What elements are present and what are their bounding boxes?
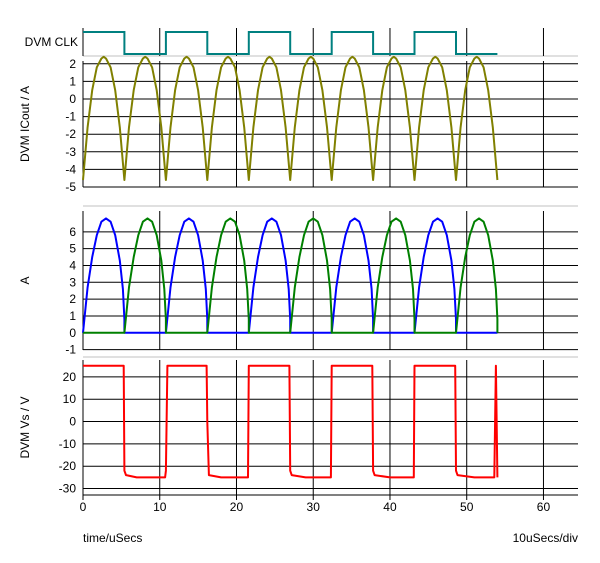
dvm-clk-trace bbox=[83, 31, 498, 55]
y-tick-label: -1 bbox=[65, 110, 76, 124]
y-tick-label: 0 bbox=[69, 326, 76, 340]
dvm-clk-label: DVM CLK bbox=[25, 35, 78, 49]
y-tick-label: -2 bbox=[65, 127, 76, 141]
y-tick-label: -30 bbox=[59, 482, 77, 496]
dvm-vs-panel: 20 10 0 -10 -20 -30 DVM Vs / V 0 10 20 30 40 50 60 bbox=[18, 360, 578, 514]
y-tick-label: 2 bbox=[69, 57, 76, 71]
y-tick-label: 5 bbox=[69, 242, 76, 256]
y-tick-label: -20 bbox=[59, 459, 77, 473]
y-tick-label: 10 bbox=[63, 392, 77, 406]
y-tick-label: -5 bbox=[65, 180, 76, 194]
y-tick-label: -10 bbox=[59, 437, 77, 451]
y-tick-label: 4 bbox=[69, 258, 76, 272]
x-axis-label: time/uSecs bbox=[83, 531, 142, 545]
icout-trace-0 bbox=[82, 55, 499, 181]
y-tick-label: 0 bbox=[69, 92, 76, 106]
y-tick-label: 2 bbox=[69, 292, 76, 306]
y-tick-label: -3 bbox=[65, 145, 76, 159]
x-tick-label: 20 bbox=[230, 500, 244, 514]
x-tick-label: 0 bbox=[80, 500, 87, 514]
y-tick-label: 1 bbox=[69, 309, 76, 323]
vs-trace-0 bbox=[83, 364, 499, 479]
y-tick-label: -4 bbox=[65, 162, 76, 176]
current-a-panel: 6 5 4 3 2 1 0 -1 A bbox=[18, 211, 578, 358]
x-tick-label: 10 bbox=[153, 500, 167, 514]
y-tick-label: 20 bbox=[63, 370, 77, 384]
x-tick-label: 40 bbox=[383, 500, 397, 514]
dvm-icout-panel: 2 1 0 -1 -2 -3 -4 -5 DVM ICout / A bbox=[18, 55, 578, 207]
y-tick-label: 1 bbox=[69, 74, 76, 88]
y-axis-label: DVM ICout / A bbox=[18, 86, 32, 162]
current-trace-1 bbox=[83, 217, 499, 334]
y-tick-label: 3 bbox=[69, 275, 76, 289]
x-tick-label: 60 bbox=[537, 500, 551, 514]
y-axis-label: A bbox=[18, 276, 32, 284]
y-axis-label: DVM Vs / V bbox=[18, 396, 32, 458]
y-tick-label: -1 bbox=[65, 343, 76, 357]
y-tick-label: 0 bbox=[69, 415, 76, 429]
x-tick-label: 50 bbox=[460, 500, 474, 514]
dvm-clk-panel: DVM CLK bbox=[25, 28, 578, 57]
current-trace-0 bbox=[82, 217, 498, 334]
x-tick-label: 30 bbox=[307, 500, 321, 514]
time-scale-label: 10uSecs/div bbox=[513, 531, 578, 545]
y-tick-label: 6 bbox=[69, 225, 76, 239]
